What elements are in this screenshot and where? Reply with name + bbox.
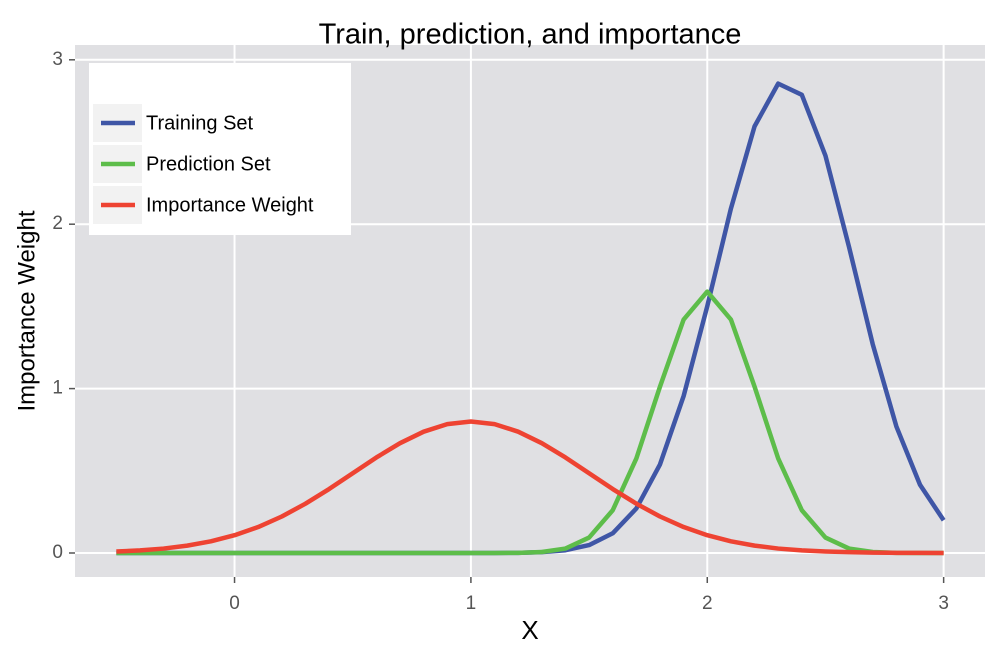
- x-tick-label: 0: [229, 593, 240, 614]
- legend-label: Importance Weight: [146, 194, 314, 216]
- y-tick-label: 2: [52, 213, 63, 234]
- lines: [116, 81, 946, 556]
- y-tick-label: 0: [52, 542, 63, 563]
- y-tick-label: 3: [52, 49, 63, 70]
- x-tick-label: 2: [702, 593, 713, 614]
- x-axis-label: X: [521, 615, 538, 645]
- legend-label: Prediction Set: [146, 153, 271, 175]
- series-line: [116, 289, 944, 556]
- legend-label: Training Set: [146, 112, 254, 134]
- chart-title: Train, prediction, and importance: [319, 19, 742, 51]
- legend: Training Set Prediction Set Importance Wei…: [89, 63, 351, 235]
- y-tick-label: 1: [52, 378, 63, 399]
- series-line: [116, 419, 944, 556]
- x-tick-label: 3: [938, 593, 949, 614]
- x-tick-label: 1: [466, 593, 477, 614]
- y-axis-label: Importance Weight: [13, 210, 40, 411]
